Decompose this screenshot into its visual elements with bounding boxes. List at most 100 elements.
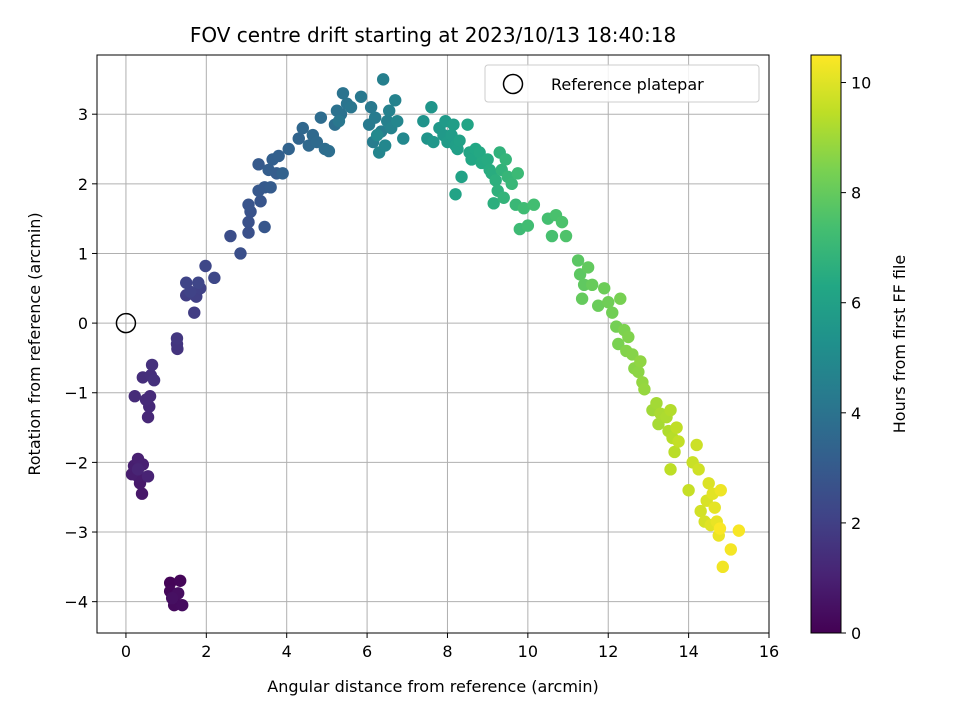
data-point <box>682 484 695 497</box>
colorbar-tick-label: 6 <box>851 294 861 313</box>
x-axis-ticks: 0 2 4 6 8 10 12 14 16 <box>121 633 779 661</box>
data-point <box>571 254 585 267</box>
data-point <box>165 591 179 605</box>
x-tick-label: 4 <box>282 642 292 661</box>
data-point <box>481 153 494 166</box>
data-point <box>141 410 155 424</box>
data-point <box>332 114 346 128</box>
data-point <box>694 504 707 518</box>
data-point <box>368 111 382 124</box>
y-tick-label: 3 <box>78 105 88 124</box>
data-point <box>708 501 721 514</box>
y-tick-label: 1 <box>78 244 88 263</box>
data-point <box>242 198 255 211</box>
data-point <box>145 358 159 372</box>
data-point <box>272 149 285 163</box>
data-point <box>254 195 267 208</box>
y-tick-label: −2 <box>64 453 88 472</box>
data-point <box>714 484 727 497</box>
data-point <box>258 220 271 234</box>
data-point <box>310 135 324 149</box>
data-point <box>575 292 589 305</box>
data-point <box>497 191 510 204</box>
data-point <box>652 417 665 431</box>
data-point <box>453 134 466 147</box>
data-point <box>176 598 189 612</box>
y-tick-label: −3 <box>64 523 88 542</box>
chart-title: FOV centre drift starting at 2023/10/13 … <box>190 23 676 47</box>
data-point <box>242 215 255 229</box>
data-point <box>527 198 541 211</box>
data-point <box>397 132 410 145</box>
data-point <box>461 118 474 131</box>
data-point <box>242 226 255 239</box>
data-point <box>135 487 149 500</box>
data-point <box>292 132 305 145</box>
data-point <box>517 202 531 215</box>
data-point <box>389 94 402 107</box>
data-point <box>668 445 681 459</box>
data-point <box>602 296 615 309</box>
x-tick-label: 2 <box>201 642 211 661</box>
data-point <box>489 174 502 187</box>
data-point <box>425 101 438 114</box>
data-point <box>314 111 328 124</box>
data-point <box>555 215 569 229</box>
colorbar-tick-label: 0 <box>851 624 861 643</box>
data-point <box>427 135 440 149</box>
colorbar-ticks: 0 2 4 6 8 10 <box>841 74 871 643</box>
data-point <box>282 142 295 156</box>
data-point <box>634 355 647 368</box>
colorbar-tick-label: 8 <box>851 184 861 203</box>
x-tick-label: 8 <box>442 642 452 661</box>
data-point <box>591 299 605 312</box>
data-point <box>455 170 468 184</box>
data-point <box>376 73 390 86</box>
data-point <box>559 229 573 243</box>
data-point <box>606 306 619 319</box>
y-tick-label: 0 <box>78 314 88 333</box>
legend-marker-icon <box>502 73 524 95</box>
data-point <box>505 177 518 191</box>
data-point <box>465 153 478 166</box>
data-point <box>391 114 404 128</box>
data-point <box>370 128 384 142</box>
data-point <box>487 197 500 210</box>
legend-entry-reference: Reference platepar <box>551 75 704 94</box>
data-point <box>276 167 289 180</box>
colorbar-tick-label: 2 <box>851 514 861 533</box>
data-point <box>664 403 677 417</box>
x-axis-label: Angular distance from reference (arcmin) <box>267 677 598 696</box>
plot-frame <box>96 54 770 634</box>
colorbar-tick-label: 4 <box>851 404 861 423</box>
data-point <box>364 101 378 114</box>
data-point <box>264 181 277 194</box>
data-point <box>690 438 703 452</box>
y-axis-ticks: −4 −3 −2 −1 0 1 2 3 <box>64 105 97 612</box>
data-point <box>638 383 651 396</box>
y-tick-label: 2 <box>78 175 88 194</box>
data-point <box>598 282 611 295</box>
data-point <box>692 463 705 476</box>
data-point <box>614 292 627 305</box>
data-point <box>585 278 599 292</box>
data-point <box>417 114 430 128</box>
data-point <box>147 374 161 387</box>
data-point <box>336 87 350 100</box>
x-tick-label: 14 <box>678 642 698 661</box>
data-point <box>322 144 336 158</box>
data-point <box>473 146 486 159</box>
data-point <box>732 524 746 537</box>
data-point <box>234 247 247 260</box>
y-tick-label: −4 <box>64 593 88 612</box>
data-point <box>449 188 462 201</box>
data-point <box>545 229 559 243</box>
data-point <box>192 276 205 289</box>
data-point <box>173 574 187 587</box>
data-points <box>125 73 746 612</box>
data-point <box>141 470 155 483</box>
data-point <box>702 477 715 490</box>
data-point <box>716 560 729 574</box>
legend: Reference platepar <box>484 64 760 103</box>
data-point <box>224 229 237 243</box>
